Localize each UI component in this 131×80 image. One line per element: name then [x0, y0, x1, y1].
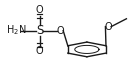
Text: O: O: [36, 46, 43, 56]
Text: O: O: [36, 5, 43, 15]
Text: H$_2$N: H$_2$N: [6, 24, 26, 37]
Text: O: O: [56, 26, 64, 36]
Text: O: O: [104, 22, 112, 32]
Text: S: S: [36, 24, 43, 37]
